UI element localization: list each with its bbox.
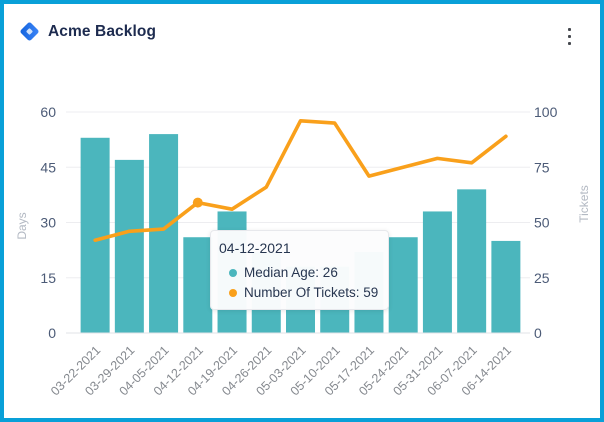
tooltip-item-number-of-tickets: Number Of Tickets: 59 [219, 285, 378, 300]
bar-06-07-2021[interactable] [457, 189, 487, 333]
right-axis-tick-label: 0 [534, 325, 542, 341]
more-options-kebab-icon[interactable] [560, 24, 578, 48]
left-axis-tick-label: 60 [40, 104, 56, 120]
bar-05-31-2021[interactable] [422, 211, 452, 333]
left-axis-title: Days [15, 212, 29, 239]
bar-04-05-2021[interactable] [149, 134, 179, 333]
right-axis-title: Tickets [577, 185, 591, 223]
tickets-dot-icon [229, 288, 237, 297]
chart-tooltip: 04-12-2021 Median Age: 26 Number Of Tick… [210, 230, 389, 310]
page-title: Acme Backlog [48, 22, 157, 40]
brand: Acme Backlog [18, 20, 156, 43]
right-axis-tick-label: 100 [534, 104, 558, 120]
left-axis-tick-label: 45 [40, 159, 56, 175]
bar-06-14-2021[interactable] [491, 240, 521, 333]
left-axis-tick-label: 30 [40, 215, 56, 231]
tooltip-item-label: Number Of Tickets: 59 [244, 285, 379, 300]
header: Acme Backlog [4, 4, 600, 64]
highlighted-point-marker[interactable] [192, 197, 203, 208]
right-axis-tick-label: 50 [534, 215, 550, 231]
right-axis-tick-label: 25 [534, 270, 550, 286]
chart-area: 0 15 30 45 60 0 25 50 75 100 Days Tickets 03-22-2021… [4, 64, 600, 418]
bar-03-22-2021[interactable] [80, 137, 110, 333]
bar-05-24-2021[interactable] [388, 237, 418, 333]
tooltip-date: 04-12-2021 [219, 240, 291, 256]
bar-03-29-2021[interactable] [114, 159, 144, 333]
app-logo-diamond-icon [18, 20, 41, 43]
bar-04-12-2021[interactable] [183, 237, 213, 333]
right-axis-tick-label: 75 [534, 159, 550, 175]
left-axis-tick-label: 0 [48, 325, 56, 341]
left-axis-tick-label: 15 [40, 270, 56, 286]
median-age-dot-icon [229, 268, 237, 277]
tooltip-item-median-age: Median Age: 26 [219, 265, 378, 280]
tickets-line[interactable] [93, 118, 508, 242]
tooltip-item-label: Median Age: 26 [244, 265, 338, 280]
